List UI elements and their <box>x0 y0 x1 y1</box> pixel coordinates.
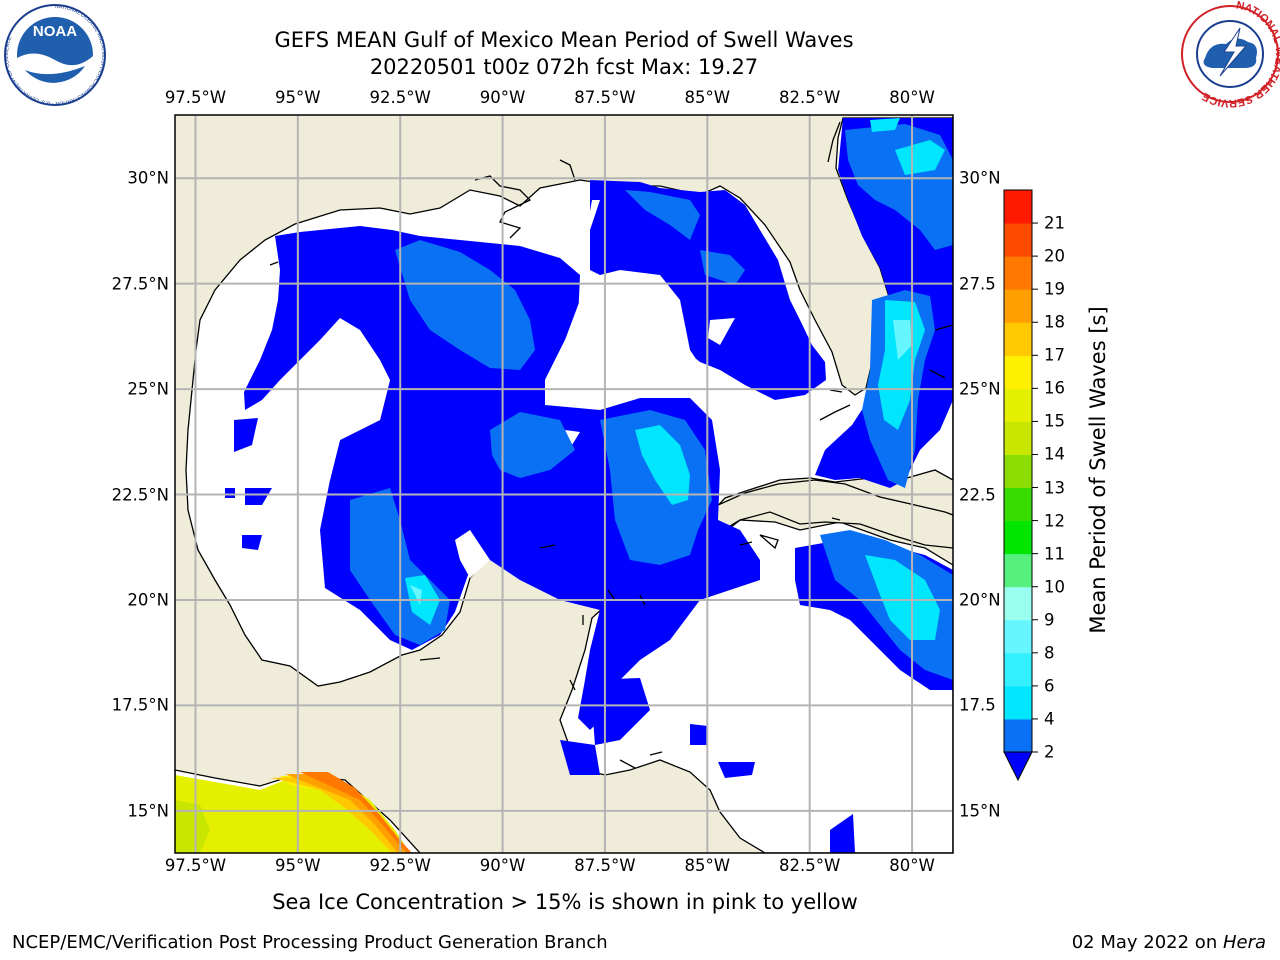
lon-tick-label-bottom: 97.5°W <box>164 856 227 875</box>
lon-tick-label-bottom: 90°W <box>479 856 526 875</box>
colorbar-segment <box>1004 553 1032 588</box>
colorbar-tick-label: 16 <box>1044 378 1065 398</box>
lat-tick-label-right: 27.5 <box>959 274 996 294</box>
lat-tick-label-left: 25°N <box>127 379 169 399</box>
lon-tick-label-top: 92.5°W <box>369 88 431 107</box>
colorbar-tick-label: 19 <box>1044 279 1065 299</box>
lon-tick-label-bottom: 95°W <box>275 856 321 875</box>
lat-tick-label-left: 17.5°N <box>111 695 169 715</box>
footer-date: 02 May 2022 on Hera <box>1072 932 1266 953</box>
colorbar-tick-label: 6 <box>1044 676 1055 696</box>
colorbar-tick-label: 12 <box>1044 511 1065 531</box>
colorbar-segment <box>1004 619 1032 654</box>
map-gridlines <box>175 115 953 853</box>
lon-tick-label-top: 80°W <box>889 88 935 107</box>
colorbar-segment <box>1004 487 1032 522</box>
noaa-logo-text: NOAA <box>33 23 77 40</box>
footer-branch: NCEP/EMC/Verification Post Processing Pr… <box>12 932 608 953</box>
swell-4-6s-fill <box>405 118 945 640</box>
lon-tick-label-top: 90°W <box>479 88 526 107</box>
colorbar-tick-label: 18 <box>1044 312 1065 332</box>
lon-tick-label-bottom: 82.5°W <box>779 856 841 875</box>
colorbar-tick-label: 21 <box>1044 213 1065 233</box>
colorbar-tick-label: 4 <box>1044 709 1055 729</box>
colorbar-segment <box>1004 520 1032 555</box>
cuba-island <box>698 479 953 549</box>
colorbar-segment <box>1004 256 1032 290</box>
lat-tick-label-right: 15°N <box>959 801 1001 821</box>
lon-tick-label-bottom: 92.5°W <box>369 856 431 875</box>
colorbar-tick-label: 2 <box>1044 742 1055 762</box>
lon-tick-label-bottom: 85°W <box>684 856 731 875</box>
colorbar <box>1003 189 1038 782</box>
swell-white-holes <box>290 200 735 578</box>
colorbar-label: Mean Period of Swell Waves [s] <box>1086 306 1110 634</box>
lon-tick-label-top: 97.5°W <box>164 88 227 107</box>
lat-tick-label-left: 20°N <box>127 590 169 610</box>
lon-tick-label-bottom: 87.5°W <box>574 856 636 875</box>
colorbar-frame <box>1003 189 1033 753</box>
sea-ice-caption: Sea Ice Concentration > 15% is shown in … <box>272 890 858 914</box>
lat-tick-label-left: 22.5°N <box>111 485 169 505</box>
colorbar-tick-label: 9 <box>1044 610 1055 630</box>
lat-tick-label-right: 30°N <box>959 168 1001 188</box>
colorbar-segment <box>1004 685 1032 720</box>
colorbar-tick-label: 15 <box>1044 411 1065 431</box>
lat-tick-label-right: 20°N <box>959 590 1001 610</box>
colorbar-segment <box>1004 355 1032 389</box>
chart-title: GEFS MEAN Gulf of Mexico Mean Period of … <box>274 28 854 52</box>
colorbar-segment <box>1004 421 1032 455</box>
colorbar-tick-label: 20 <box>1044 246 1065 266</box>
lon-tick-label-top: 85°W <box>684 88 731 107</box>
lat-tick-label-right: 17.5 <box>959 695 996 715</box>
lat-tick-label-right: 25°N <box>959 379 1001 399</box>
pacific-swell-fill <box>175 772 412 853</box>
colorbar-tick-label: 13 <box>1044 478 1065 498</box>
footer-host: Hera <box>1222 932 1266 953</box>
colorbar-segment <box>1004 190 1032 224</box>
colorbar-segment <box>1004 223 1032 257</box>
colorbar-tick-label: 14 <box>1044 444 1065 464</box>
colorbar-tick-label: 8 <box>1044 643 1055 663</box>
colorbar-segment <box>1004 652 1032 687</box>
lon-tick-label-bottom: 80°W <box>889 856 935 875</box>
noaa-logo: NOAA NATIONAL OCEANIC AND ATMOSPHERIC AD… <box>4 4 106 106</box>
chart-subtitle: 20220501 t00z 072h fcst Max: 19.27 <box>369 55 759 79</box>
colorbar-segment <box>1004 289 1032 323</box>
lat-tick-label-left: 30°N <box>127 168 169 188</box>
lon-tick-label-top: 87.5°W <box>574 88 636 107</box>
colorbar-segment <box>1004 586 1032 621</box>
lon-tick-label-top: 95°W <box>275 88 321 107</box>
colorbar-segment <box>1004 388 1032 422</box>
colorbar-segment <box>1004 322 1032 356</box>
lat-tick-label-right: 22.5 <box>959 485 996 505</box>
colorbar-tick-label: 10 <box>1044 577 1065 597</box>
nws-logo: NATIONAL WEATHER SERVICE <box>1181 0 1280 109</box>
colorbar-segment <box>1004 718 1032 753</box>
lat-tick-label-left: 15°N <box>127 801 169 821</box>
colorbar-tick-label: 17 <box>1044 345 1065 365</box>
coastline-details <box>269 121 953 769</box>
colorbar-segment <box>1004 454 1032 489</box>
lon-tick-label-top: 82.5°W <box>779 88 841 107</box>
footer-date-text: 02 May 2022 on <box>1071 932 1223 953</box>
map-frame <box>174 114 954 854</box>
colorbar-tick-label: 11 <box>1044 544 1065 564</box>
lat-tick-label-left: 27.5°N <box>111 274 169 294</box>
colorbar-under-arrow <box>1003 751 1033 782</box>
